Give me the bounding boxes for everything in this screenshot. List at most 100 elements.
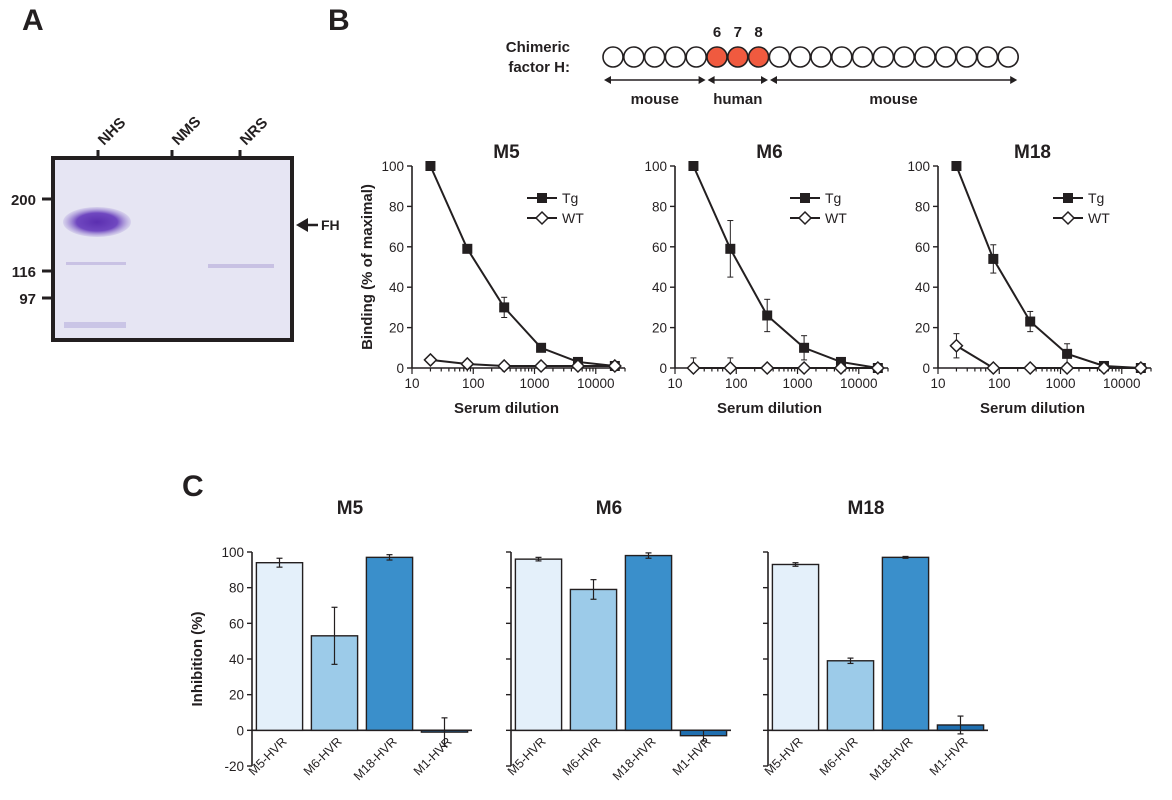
domain-circle-14: [872, 46, 895, 68]
domain-circle-13: [851, 46, 874, 68]
data-point-diamond: [797, 360, 812, 376]
domain-circle-3: [643, 46, 666, 68]
legend-marker-diamond: [534, 210, 550, 226]
gel-smear-nhs-bottom: [64, 322, 126, 328]
gel-marker-label-200: 200: [11, 192, 36, 209]
x-tick-label: 10000: [577, 376, 615, 391]
data-point-diamond: [760, 360, 775, 376]
legend-marker-square: [1063, 193, 1073, 203]
chart-title: M5: [337, 498, 364, 519]
category-label: M1-HVR: [670, 735, 714, 779]
chart-title: M18: [1014, 142, 1051, 163]
arrow-left-icon: [770, 76, 777, 84]
y-tick-label: 40: [389, 280, 404, 295]
y-tick-label: 20: [229, 688, 244, 703]
data-point-square: [762, 310, 773, 321]
legend-label: Tg: [562, 190, 578, 206]
category-label: M6-HVR: [817, 735, 861, 779]
gel-smear-nhs-lower: [66, 262, 126, 265]
data-point-diamond: [497, 358, 512, 374]
y-axis-label: Binding (% of maximal): [359, 184, 376, 350]
y-axis-label: Inhibition (%): [189, 612, 206, 707]
region-label-0: mouse: [631, 91, 679, 108]
x-tick-label: 10: [930, 376, 945, 391]
series-tg: Tg: [951, 161, 1146, 373]
domain-circle-15: [893, 46, 916, 68]
bar-m5-hvr: [771, 563, 820, 732]
x-tick-label: 1000: [519, 376, 549, 391]
data-point-diamond: [534, 358, 549, 374]
domain-circle-9: [768, 46, 791, 68]
legend-marker-square: [800, 193, 810, 203]
y-tick-label: 20: [389, 321, 404, 336]
gel-lane-label-nms: NMS: [169, 113, 205, 149]
data-point-square: [951, 161, 962, 171]
gel-fh-arrow-icon: [296, 218, 308, 232]
x-tick-label: 100: [725, 376, 748, 391]
domain-circle-7: [726, 46, 749, 68]
data-point-diamond: [686, 360, 701, 376]
bar-m5-hvr: [255, 562, 304, 732]
series-tg: Tg: [688, 161, 883, 373]
data-point-square: [536, 342, 547, 353]
x-tick-label: 10: [667, 376, 682, 391]
gel-band-nhs-fh: [63, 207, 131, 237]
chart-title: M18: [848, 498, 885, 519]
x-axis-label: Serum dilution: [980, 400, 1085, 417]
y-tick-label: 80: [389, 199, 404, 214]
chimera-title-line1: Chimeric: [506, 39, 570, 56]
binding-chart-m18: M18 0 20 40 60 80 100 10 100 1000 10000 Serum dilut…: [907, 142, 1152, 417]
y-tick-label: 0: [236, 723, 244, 738]
category-label: M18-HVR: [610, 735, 659, 784]
legend-label: WT: [1088, 210, 1110, 226]
legend-label: Tg: [1088, 190, 1104, 206]
legend-label: Tg: [825, 190, 841, 206]
chimera-domain-row: [602, 46, 1020, 68]
data-point-square: [499, 302, 510, 313]
category-label: M6-HVR: [301, 735, 345, 779]
category-label: M1-HVR: [927, 735, 971, 779]
data-point-square: [1025, 316, 1036, 327]
chimera-title-line2: factor H:: [508, 59, 570, 76]
domain-circle-17: [934, 46, 957, 68]
domain-circle-1: [602, 46, 624, 68]
domain-circle-16: [914, 46, 936, 68]
chimera-region-arrows: 6 7 8 mouse human mouse: [604, 24, 1018, 108]
data-point-diamond: [607, 358, 622, 374]
data-point-diamond: [1060, 360, 1075, 376]
panel-letter-c: C: [182, 470, 204, 503]
data-point-diamond: [723, 360, 738, 376]
bar-m18-hvr: [365, 556, 414, 732]
x-tick-label: 100: [988, 376, 1011, 391]
domain-circle-5: [685, 46, 708, 68]
data-point-square: [1062, 348, 1073, 359]
y-tick-label: 80: [915, 199, 930, 214]
y-tick-label: 0: [396, 361, 404, 376]
bar-m6-hvr: [826, 660, 875, 732]
data-point-diamond: [949, 338, 964, 353]
x-axis-label: Serum dilution: [454, 400, 559, 417]
domain-circle-11: [810, 46, 832, 68]
arrow-right-icon: [761, 76, 768, 84]
data-point-diamond: [423, 352, 438, 367]
y-tick-label: 60: [915, 240, 930, 255]
data-point-diamond: [870, 360, 885, 376]
y-tick-label: 40: [229, 652, 244, 667]
domain-circle-12: [830, 46, 853, 68]
x-axis-label: Serum dilution: [717, 400, 822, 417]
category-label: M18-HVR: [351, 735, 400, 784]
domain-circle-8: [747, 46, 770, 68]
data-point-square: [425, 161, 436, 171]
gel-fh-label: FH: [321, 217, 340, 233]
y-tick-label: 0: [922, 361, 930, 376]
gel-panel: NHS NMS NRS 200 116 97 FH: [11, 113, 340, 342]
series-line: [955, 344, 1141, 369]
y-tick-label: -20: [224, 759, 244, 774]
y-tick-label: 100: [644, 159, 667, 174]
series-tg: Tg: [425, 161, 620, 371]
data-point-diamond: [1023, 360, 1038, 376]
domain-circle-4: [664, 46, 687, 68]
data-point-diamond: [1133, 360, 1148, 376]
